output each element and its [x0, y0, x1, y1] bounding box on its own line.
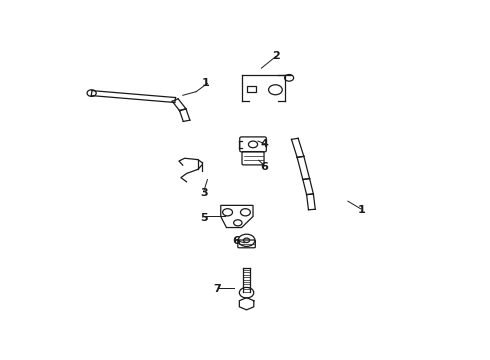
Text: 5: 5 — [200, 213, 207, 223]
Text: 2: 2 — [272, 51, 280, 61]
Text: 4: 4 — [261, 139, 269, 149]
Text: 6: 6 — [232, 237, 240, 246]
Text: 1: 1 — [202, 78, 209, 89]
Text: 7: 7 — [213, 284, 221, 293]
Bar — [247, 86, 256, 92]
Text: 6: 6 — [261, 162, 269, 172]
Text: 1: 1 — [357, 204, 365, 215]
Text: 3: 3 — [200, 188, 207, 198]
